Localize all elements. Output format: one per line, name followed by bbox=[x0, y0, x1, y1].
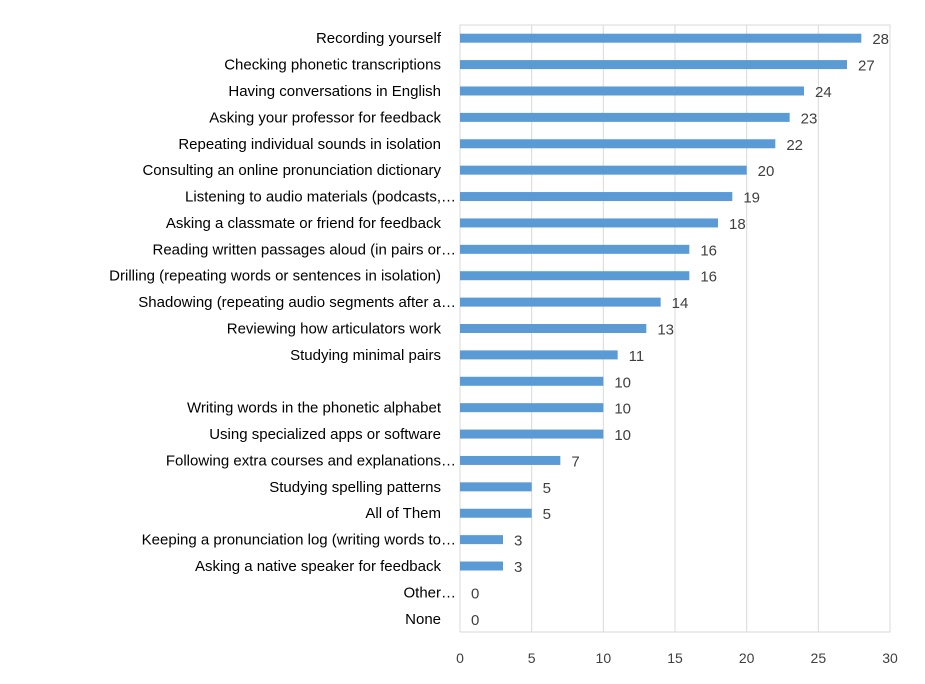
x-tick-label: 0 bbox=[456, 650, 464, 666]
bar bbox=[460, 244, 690, 254]
category-label: Following extra courses and explanations… bbox=[166, 452, 456, 469]
category-label: Using specialized apps or software bbox=[209, 426, 441, 443]
category-label: Having conversations in English bbox=[228, 83, 441, 100]
value-label: 14 bbox=[672, 295, 689, 312]
value-label: 10 bbox=[614, 401, 631, 418]
value-label: 19 bbox=[743, 190, 760, 207]
category-label: Writing words in the phonetic alphabet bbox=[187, 400, 442, 417]
value-label: 27 bbox=[858, 58, 875, 75]
bar bbox=[460, 324, 647, 333]
category-label: Recording yourself bbox=[316, 30, 442, 47]
bar bbox=[460, 403, 604, 413]
bar bbox=[460, 376, 604, 386]
bars bbox=[460, 33, 862, 571]
value-label: 16 bbox=[700, 269, 717, 286]
category-label: Listening to audio materials (podcasts,… bbox=[185, 189, 456, 206]
bar bbox=[460, 271, 690, 281]
value-label: 3 bbox=[514, 559, 522, 576]
bar bbox=[460, 86, 804, 96]
bar bbox=[460, 165, 747, 175]
category-labels: Recording yourself Checking phonetic tran… bbox=[109, 30, 456, 628]
category-label: Keeping a pronunciation log (writing wor… bbox=[142, 532, 456, 549]
value-label: 5 bbox=[543, 480, 551, 497]
category-label: All of Them bbox=[365, 505, 441, 522]
bar bbox=[460, 482, 532, 492]
value-label: 18 bbox=[729, 216, 746, 233]
value-label: 23 bbox=[801, 110, 818, 127]
value-label: 0 bbox=[471, 612, 479, 629]
value-labels: 28 27 24 23 22 20 19 18 16 16 14 13 11 10 10 10 7 5 5 3 3 0 0 bbox=[471, 31, 889, 629]
bar bbox=[460, 297, 661, 307]
category-label: Reviewing how articulators work bbox=[227, 321, 442, 338]
bar bbox=[460, 192, 733, 202]
value-label: 28 bbox=[872, 31, 889, 48]
category-label: Drilling (repeating words or sentences i… bbox=[109, 268, 441, 285]
bar bbox=[460, 139, 776, 149]
value-label: 10 bbox=[614, 374, 631, 391]
category-label: Reading written passages aloud (in pairs… bbox=[153, 241, 457, 258]
value-label: 22 bbox=[786, 137, 803, 154]
x-tick-label: 25 bbox=[811, 650, 827, 666]
value-label: 11 bbox=[629, 348, 645, 365]
x-tick-label: 10 bbox=[596, 650, 612, 666]
x-tick-label: 30 bbox=[882, 650, 898, 666]
category-label: Asking your professor for feedback bbox=[209, 109, 441, 126]
bar bbox=[460, 60, 847, 70]
value-label: 3 bbox=[514, 533, 522, 550]
category-label: Repeating individual sounds in isolation bbox=[178, 136, 441, 153]
value-label: 0 bbox=[471, 585, 479, 602]
bar bbox=[460, 429, 604, 439]
category-label: Other… bbox=[403, 584, 456, 601]
x-tick-label: 15 bbox=[667, 650, 683, 666]
value-label: 5 bbox=[543, 506, 551, 523]
bar bbox=[460, 112, 790, 122]
value-label: 24 bbox=[815, 84, 832, 101]
x-axis-ticks: 0 5 10 15 20 25 30 bbox=[456, 650, 898, 666]
bar bbox=[460, 33, 862, 43]
category-label: Studying minimal pairs bbox=[290, 347, 441, 364]
x-tick-label: 20 bbox=[739, 650, 755, 666]
bar bbox=[460, 455, 561, 465]
category-label: None bbox=[405, 611, 441, 628]
value-label: 7 bbox=[571, 453, 579, 470]
value-label: 16 bbox=[700, 242, 717, 259]
category-label: Asking a classmate or friend for feedbac… bbox=[166, 215, 442, 232]
bar bbox=[460, 535, 503, 545]
category-label: Checking phonetic transcriptions bbox=[224, 57, 441, 74]
category-label: Studying spelling patterns bbox=[269, 479, 441, 496]
bar bbox=[460, 218, 718, 228]
x-tick-label: 5 bbox=[528, 650, 536, 666]
bar bbox=[460, 350, 618, 360]
value-label: 20 bbox=[758, 163, 775, 180]
category-label: Asking a native speaker for feedback bbox=[195, 558, 441, 575]
bar bbox=[460, 561, 503, 571]
bar bbox=[460, 508, 532, 518]
value-label: 13 bbox=[657, 322, 674, 339]
category-label: Consulting an online pronunciation dicti… bbox=[142, 162, 441, 179]
value-label: 10 bbox=[614, 427, 631, 444]
category-label: Shadowing (repeating audio segments afte… bbox=[138, 294, 456, 311]
